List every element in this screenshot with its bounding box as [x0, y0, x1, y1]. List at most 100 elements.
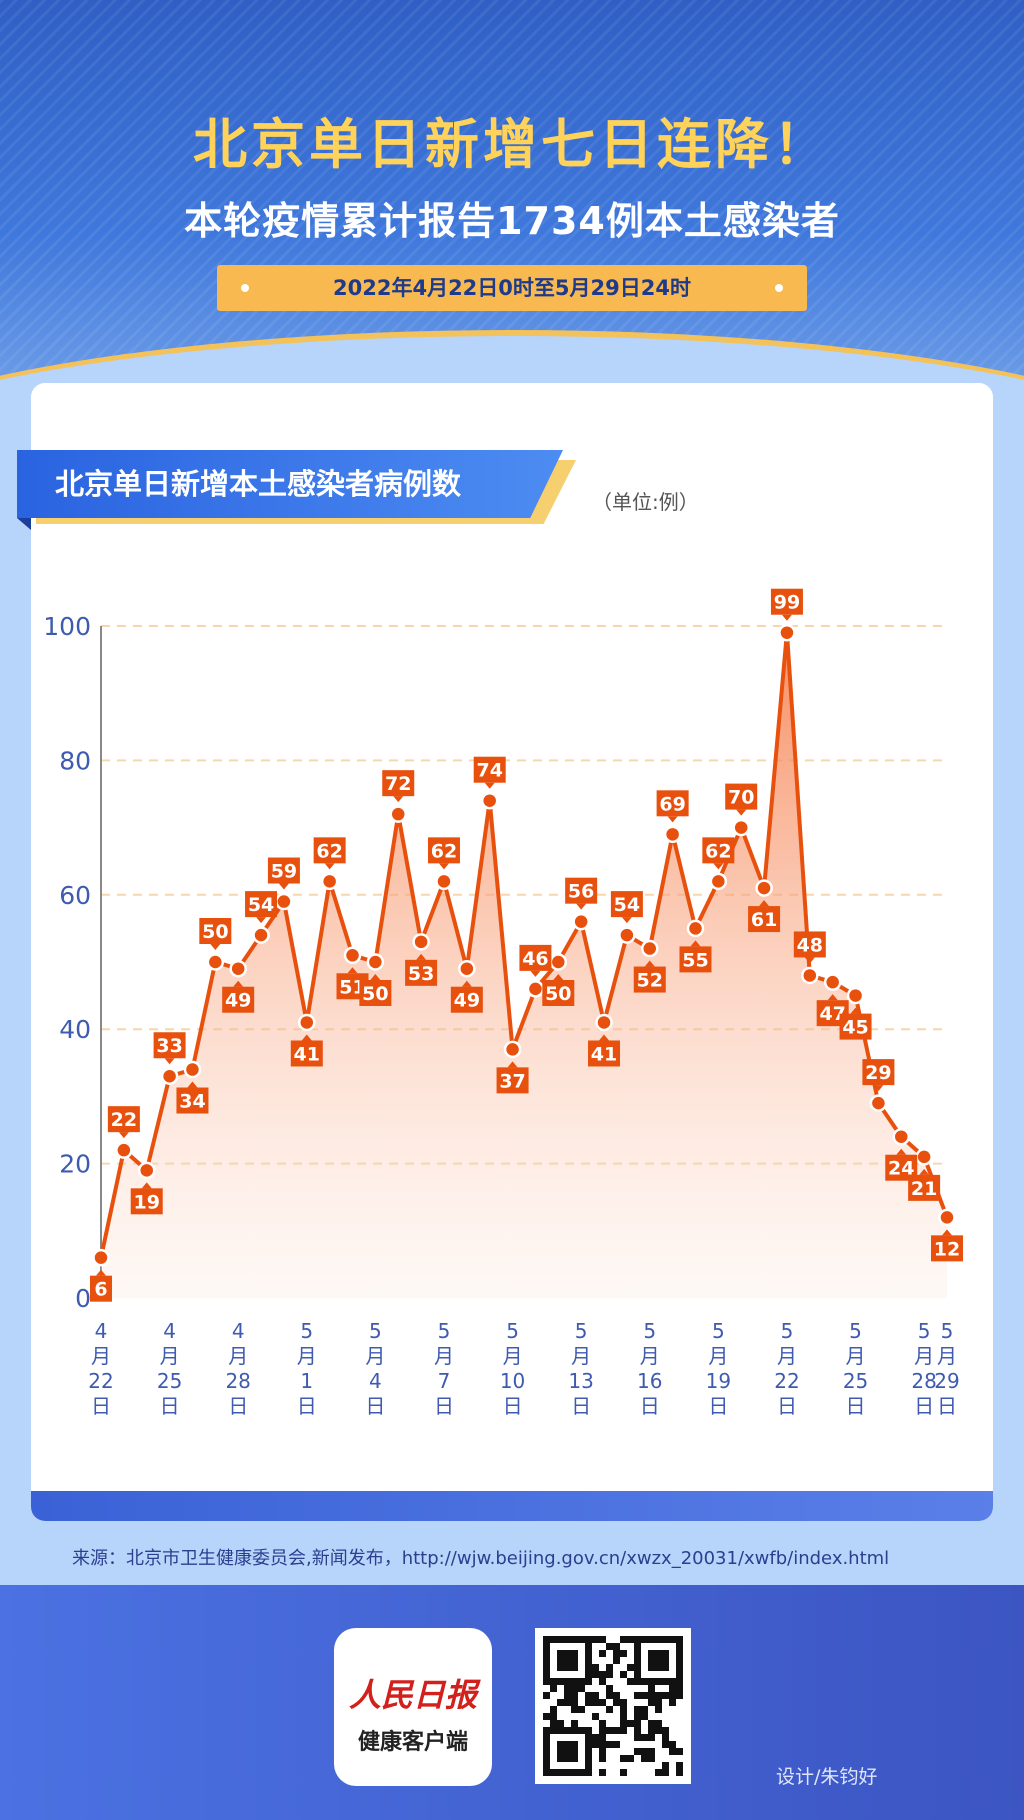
qr-module — [606, 1727, 613, 1734]
data-point — [686, 919, 705, 938]
data-label-pointer — [621, 917, 632, 924]
data-label-pointer — [873, 1085, 884, 1092]
data-point — [252, 926, 270, 944]
qr-module — [655, 1706, 662, 1713]
qr-module — [578, 1769, 585, 1776]
qr-module — [592, 1734, 599, 1741]
qr-module — [634, 1727, 641, 1734]
qr-module — [557, 1748, 564, 1755]
x-tick-label: 日 — [708, 1394, 728, 1418]
qr-module — [641, 1692, 648, 1699]
data-label-pointer — [804, 957, 815, 964]
x-tick-label: 5 — [506, 1319, 519, 1343]
data-label: 24 — [888, 1158, 914, 1180]
data-label-box — [290, 1040, 323, 1067]
x-tick-label: 日 — [937, 1394, 957, 1418]
data-point — [732, 818, 750, 837]
qr-module — [543, 1762, 550, 1769]
data-point — [389, 805, 407, 823]
page-subtitle: 本轮疫情累计报告1734例本土感染者 — [184, 199, 840, 243]
qr-module — [634, 1692, 641, 1699]
qr-module — [571, 1636, 578, 1643]
data-label: 29 — [865, 1062, 891, 1084]
qr-module — [669, 1741, 676, 1748]
data-label-box — [610, 891, 643, 918]
qr-module — [571, 1755, 578, 1762]
data-label-box — [748, 906, 781, 933]
qr-module — [655, 1727, 662, 1734]
qr-module — [662, 1734, 669, 1741]
y-tick-label: 60 — [59, 881, 91, 910]
qr-module — [543, 1657, 550, 1664]
qr-module — [585, 1678, 592, 1685]
data-point — [206, 953, 225, 971]
data-label: 41 — [294, 1043, 320, 1065]
qr-module — [648, 1664, 655, 1671]
x-tick-label: 5 — [575, 1319, 588, 1343]
data-point — [755, 879, 773, 897]
qr-module — [627, 1636, 634, 1643]
data-label-box — [702, 837, 735, 864]
qr-module — [571, 1706, 578, 1713]
data-label-box — [473, 756, 506, 783]
data-point — [115, 1141, 133, 1159]
data-label-pointer — [141, 1182, 152, 1189]
qr-module — [655, 1657, 662, 1664]
x-tick-label: 月 — [571, 1344, 591, 1368]
x-tick-label: 1 — [300, 1369, 313, 1393]
qr-module — [620, 1720, 627, 1727]
y-tick-label: 0 — [75, 1284, 91, 1313]
qr-module — [634, 1678, 641, 1685]
data-label-box — [770, 588, 803, 615]
data-label-pointer — [187, 1081, 198, 1088]
data-label-box — [359, 980, 392, 1006]
data-label: 46 — [522, 948, 548, 970]
qr-module — [585, 1727, 592, 1734]
data-label-pointer — [759, 900, 770, 907]
qr-module — [543, 1636, 550, 1643]
qr-module — [592, 1741, 599, 1748]
qr-module — [585, 1643, 592, 1650]
data-label-pointer — [896, 1148, 907, 1155]
qr-module — [550, 1685, 557, 1692]
qr-module — [564, 1741, 571, 1748]
x-tick-label: 4 — [95, 1319, 108, 1343]
qr-module — [662, 1692, 669, 1699]
qr-module — [613, 1727, 620, 1734]
x-tick-label: 月 — [937, 1344, 957, 1368]
qr-module — [543, 1755, 550, 1762]
qr-code — [535, 1628, 691, 1784]
qr-module — [655, 1769, 662, 1776]
dot-icon — [775, 284, 783, 292]
data-label: 48 — [797, 934, 823, 956]
y-tick-label: 20 — [59, 1150, 91, 1179]
qr-module — [669, 1692, 676, 1699]
qr-module — [634, 1650, 641, 1657]
qr-module — [676, 1657, 683, 1664]
footer — [0, 1585, 1024, 1820]
qr-module — [662, 1657, 669, 1664]
data-label-box — [633, 966, 666, 993]
x-tick-label: 日 — [297, 1394, 317, 1418]
data-label-pointer — [164, 1058, 175, 1065]
x-tick-label: 5 — [643, 1319, 656, 1343]
qr-module — [676, 1748, 683, 1755]
qr-module — [543, 1741, 550, 1748]
qr-module — [543, 1678, 550, 1685]
qr-module — [571, 1685, 578, 1692]
data-label: 19 — [134, 1191, 160, 1213]
qr-module — [676, 1685, 683, 1692]
data-label-box — [839, 1013, 872, 1040]
x-tick-label: 28 — [911, 1369, 936, 1393]
qr-module — [606, 1692, 613, 1699]
data-label-box — [382, 770, 415, 797]
qr-module — [592, 1671, 599, 1678]
qr-module — [641, 1755, 648, 1762]
qr-module — [627, 1720, 634, 1727]
x-tick-label: 5 — [941, 1319, 954, 1343]
qr-module — [676, 1762, 683, 1769]
qr-module — [662, 1769, 669, 1776]
chart-card — [31, 383, 993, 1521]
x-tick-label: 月 — [640, 1344, 660, 1368]
qr-module — [550, 1713, 557, 1720]
